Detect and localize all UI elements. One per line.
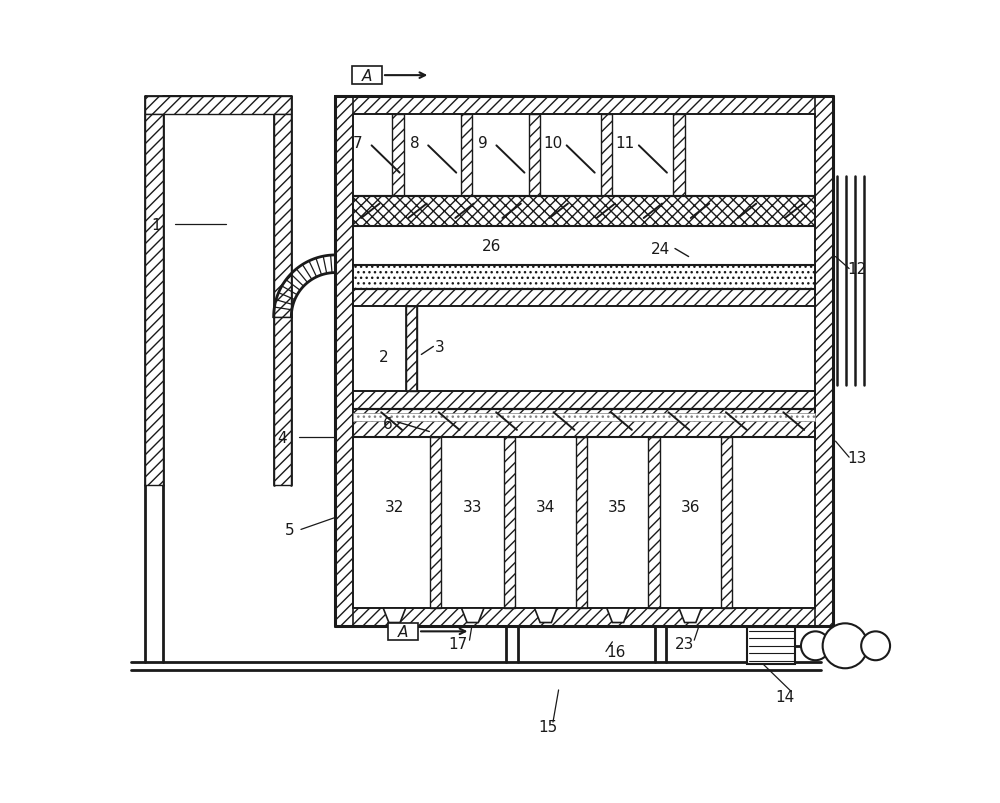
Bar: [353, 289, 815, 307]
Bar: [388, 623, 418, 640]
Bar: [406, 307, 417, 392]
Polygon shape: [383, 609, 406, 623]
Text: 13: 13: [847, 450, 867, 465]
Text: 32: 32: [385, 499, 404, 515]
Polygon shape: [607, 609, 629, 623]
Bar: [529, 115, 540, 197]
Text: 11: 11: [616, 136, 635, 150]
Bar: [145, 97, 291, 115]
Text: 4: 4: [277, 430, 287, 445]
Text: 24: 24: [651, 242, 670, 257]
Bar: [353, 392, 815, 410]
Bar: [721, 438, 732, 609]
Polygon shape: [461, 609, 484, 623]
Text: 35: 35: [608, 499, 628, 515]
Polygon shape: [679, 609, 701, 623]
Text: 5: 5: [285, 522, 295, 537]
Circle shape: [801, 632, 830, 660]
Circle shape: [861, 632, 890, 660]
Text: 2: 2: [379, 350, 388, 365]
Text: 33: 33: [463, 499, 482, 515]
Bar: [353, 410, 815, 438]
Text: 15: 15: [539, 719, 558, 734]
Text: 12: 12: [848, 262, 867, 277]
Text: 3: 3: [435, 340, 445, 354]
Text: 34: 34: [536, 499, 555, 515]
Bar: [145, 115, 163, 486]
Text: 16: 16: [607, 644, 626, 659]
Bar: [504, 438, 515, 609]
Bar: [648, 438, 660, 609]
Bar: [274, 317, 291, 486]
Polygon shape: [535, 609, 557, 623]
Text: 14: 14: [775, 689, 795, 704]
Text: 6: 6: [383, 417, 393, 431]
Bar: [815, 97, 833, 626]
Bar: [392, 115, 404, 197]
Text: 1: 1: [152, 218, 161, 233]
Text: 17: 17: [448, 636, 467, 651]
Bar: [353, 197, 815, 226]
Bar: [747, 628, 795, 664]
Bar: [353, 414, 815, 422]
Bar: [353, 265, 815, 289]
Text: 26: 26: [482, 238, 502, 254]
Bar: [274, 115, 291, 317]
Circle shape: [823, 624, 868, 668]
Bar: [335, 609, 833, 626]
Text: 8: 8: [410, 136, 419, 150]
Text: 10: 10: [543, 136, 563, 150]
Bar: [461, 115, 472, 197]
Text: 9: 9: [478, 136, 488, 150]
Text: 7: 7: [353, 136, 363, 150]
Bar: [335, 97, 353, 626]
Bar: [352, 67, 382, 85]
Text: 36: 36: [680, 499, 700, 515]
Text: 23: 23: [675, 636, 694, 651]
Bar: [576, 438, 587, 609]
Text: A: A: [398, 624, 408, 639]
Bar: [430, 438, 441, 609]
Text: A: A: [362, 68, 372, 84]
Bar: [601, 115, 612, 197]
Bar: [335, 97, 833, 115]
Bar: [673, 115, 685, 197]
